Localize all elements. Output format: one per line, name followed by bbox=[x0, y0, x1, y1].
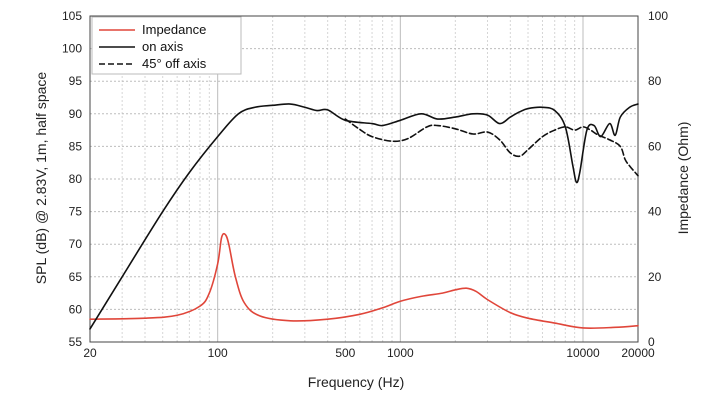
y2-tick-label: 80 bbox=[648, 74, 662, 88]
series-line-45-off-axis bbox=[344, 118, 639, 177]
y-axis-title: SPL (dB) @ 2.83V, 1m, half space bbox=[33, 72, 49, 285]
y2-tick-label: 60 bbox=[648, 139, 662, 153]
series-line-on-axis bbox=[89, 103, 639, 330]
y2-tick-label: 100 bbox=[648, 9, 668, 23]
x-tick-label: 10000 bbox=[566, 346, 600, 360]
legend-box bbox=[91, 16, 242, 75]
y2-tick-label: 20 bbox=[648, 270, 662, 284]
legend: Impedance on axis 45° off axis bbox=[91, 16, 242, 75]
series-layer bbox=[89, 103, 639, 330]
y-tick-label: 75 bbox=[69, 205, 83, 219]
x-tick-label: 1000 bbox=[387, 346, 414, 360]
y-tick-label: 100 bbox=[62, 42, 82, 56]
y-tick-label: 80 bbox=[69, 172, 83, 186]
x-tick-label: 20 bbox=[83, 346, 97, 360]
x-axis-title: Frequency (Hz) bbox=[308, 374, 404, 390]
y-tick-label: 90 bbox=[69, 107, 83, 121]
x-tick-label: 500 bbox=[335, 346, 355, 360]
y-tick-label: 55 bbox=[69, 335, 83, 349]
y2-tick-label: 0 bbox=[648, 335, 655, 349]
y2-axis-title: Impedance (Ohm) bbox=[675, 122, 691, 235]
legend-label-impedance: Impedance bbox=[142, 22, 206, 37]
y2-tick-label: 40 bbox=[648, 205, 662, 219]
y-tick-label: 70 bbox=[69, 237, 83, 251]
x-tick-label: 100 bbox=[208, 346, 228, 360]
series-line-impedance bbox=[89, 232, 639, 330]
y-tick-label: 65 bbox=[69, 270, 83, 284]
plot-border bbox=[89, 15, 639, 343]
y-tick-label: 85 bbox=[69, 139, 83, 153]
y-tick-label: 95 bbox=[69, 74, 83, 88]
plot-frame bbox=[89, 15, 639, 343]
y-tick-label: 60 bbox=[69, 302, 83, 316]
ticks: 20 100 500 1000 10000 20000556065707580859095… bbox=[62, 9, 668, 360]
legend-label-on-axis: on axis bbox=[142, 39, 184, 54]
x-tick-label: 20000 bbox=[621, 346, 655, 360]
y-tick-label: 105 bbox=[62, 9, 82, 23]
legend-label-45-off-axis: 45° off axis bbox=[142, 56, 207, 71]
